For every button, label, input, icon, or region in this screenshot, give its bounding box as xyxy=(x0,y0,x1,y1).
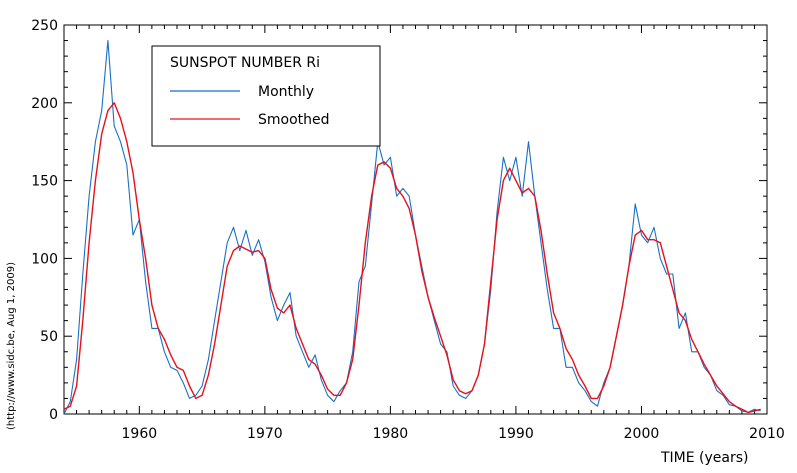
legend-title: SUNSPOT NUMBER Ri xyxy=(170,55,320,71)
x-axis: 1960 1970 1980 1990 2000 2010 xyxy=(76,25,785,442)
x-tick-label: 1970 xyxy=(247,426,283,442)
x-tick-label: 2000 xyxy=(624,426,660,442)
y-axis: 0 50 100 150 200 250 xyxy=(31,18,767,423)
x-tick-label: 1980 xyxy=(373,426,409,442)
legend: SUNSPOT NUMBER Ri Monthly Smoothed xyxy=(151,45,381,147)
x-tick-label: 1960 xyxy=(122,426,158,442)
x-tick-label: 2010 xyxy=(749,426,785,442)
credit-text: (http://www.sidc.be, Aug 1, 2009) xyxy=(6,262,17,430)
y-tick-label: 200 xyxy=(31,96,58,112)
y-tick-label: 150 xyxy=(31,174,58,190)
y-tick-label: 0 xyxy=(49,407,58,423)
x-axis-title: TIME (years) xyxy=(660,450,749,466)
y-tick-label: 50 xyxy=(40,329,58,345)
x-tick-label: 1990 xyxy=(498,426,534,442)
series-layer xyxy=(63,40,761,415)
series-line-monthly xyxy=(63,40,761,415)
series-line-smoothed xyxy=(63,102,761,414)
legend-monthly-label: Monthly xyxy=(258,84,314,100)
y-tick-label: 250 xyxy=(31,18,58,34)
legend-box xyxy=(151,45,381,147)
y-tick-label: 100 xyxy=(31,251,58,267)
legend-smoothed-label: Smoothed xyxy=(258,112,330,128)
